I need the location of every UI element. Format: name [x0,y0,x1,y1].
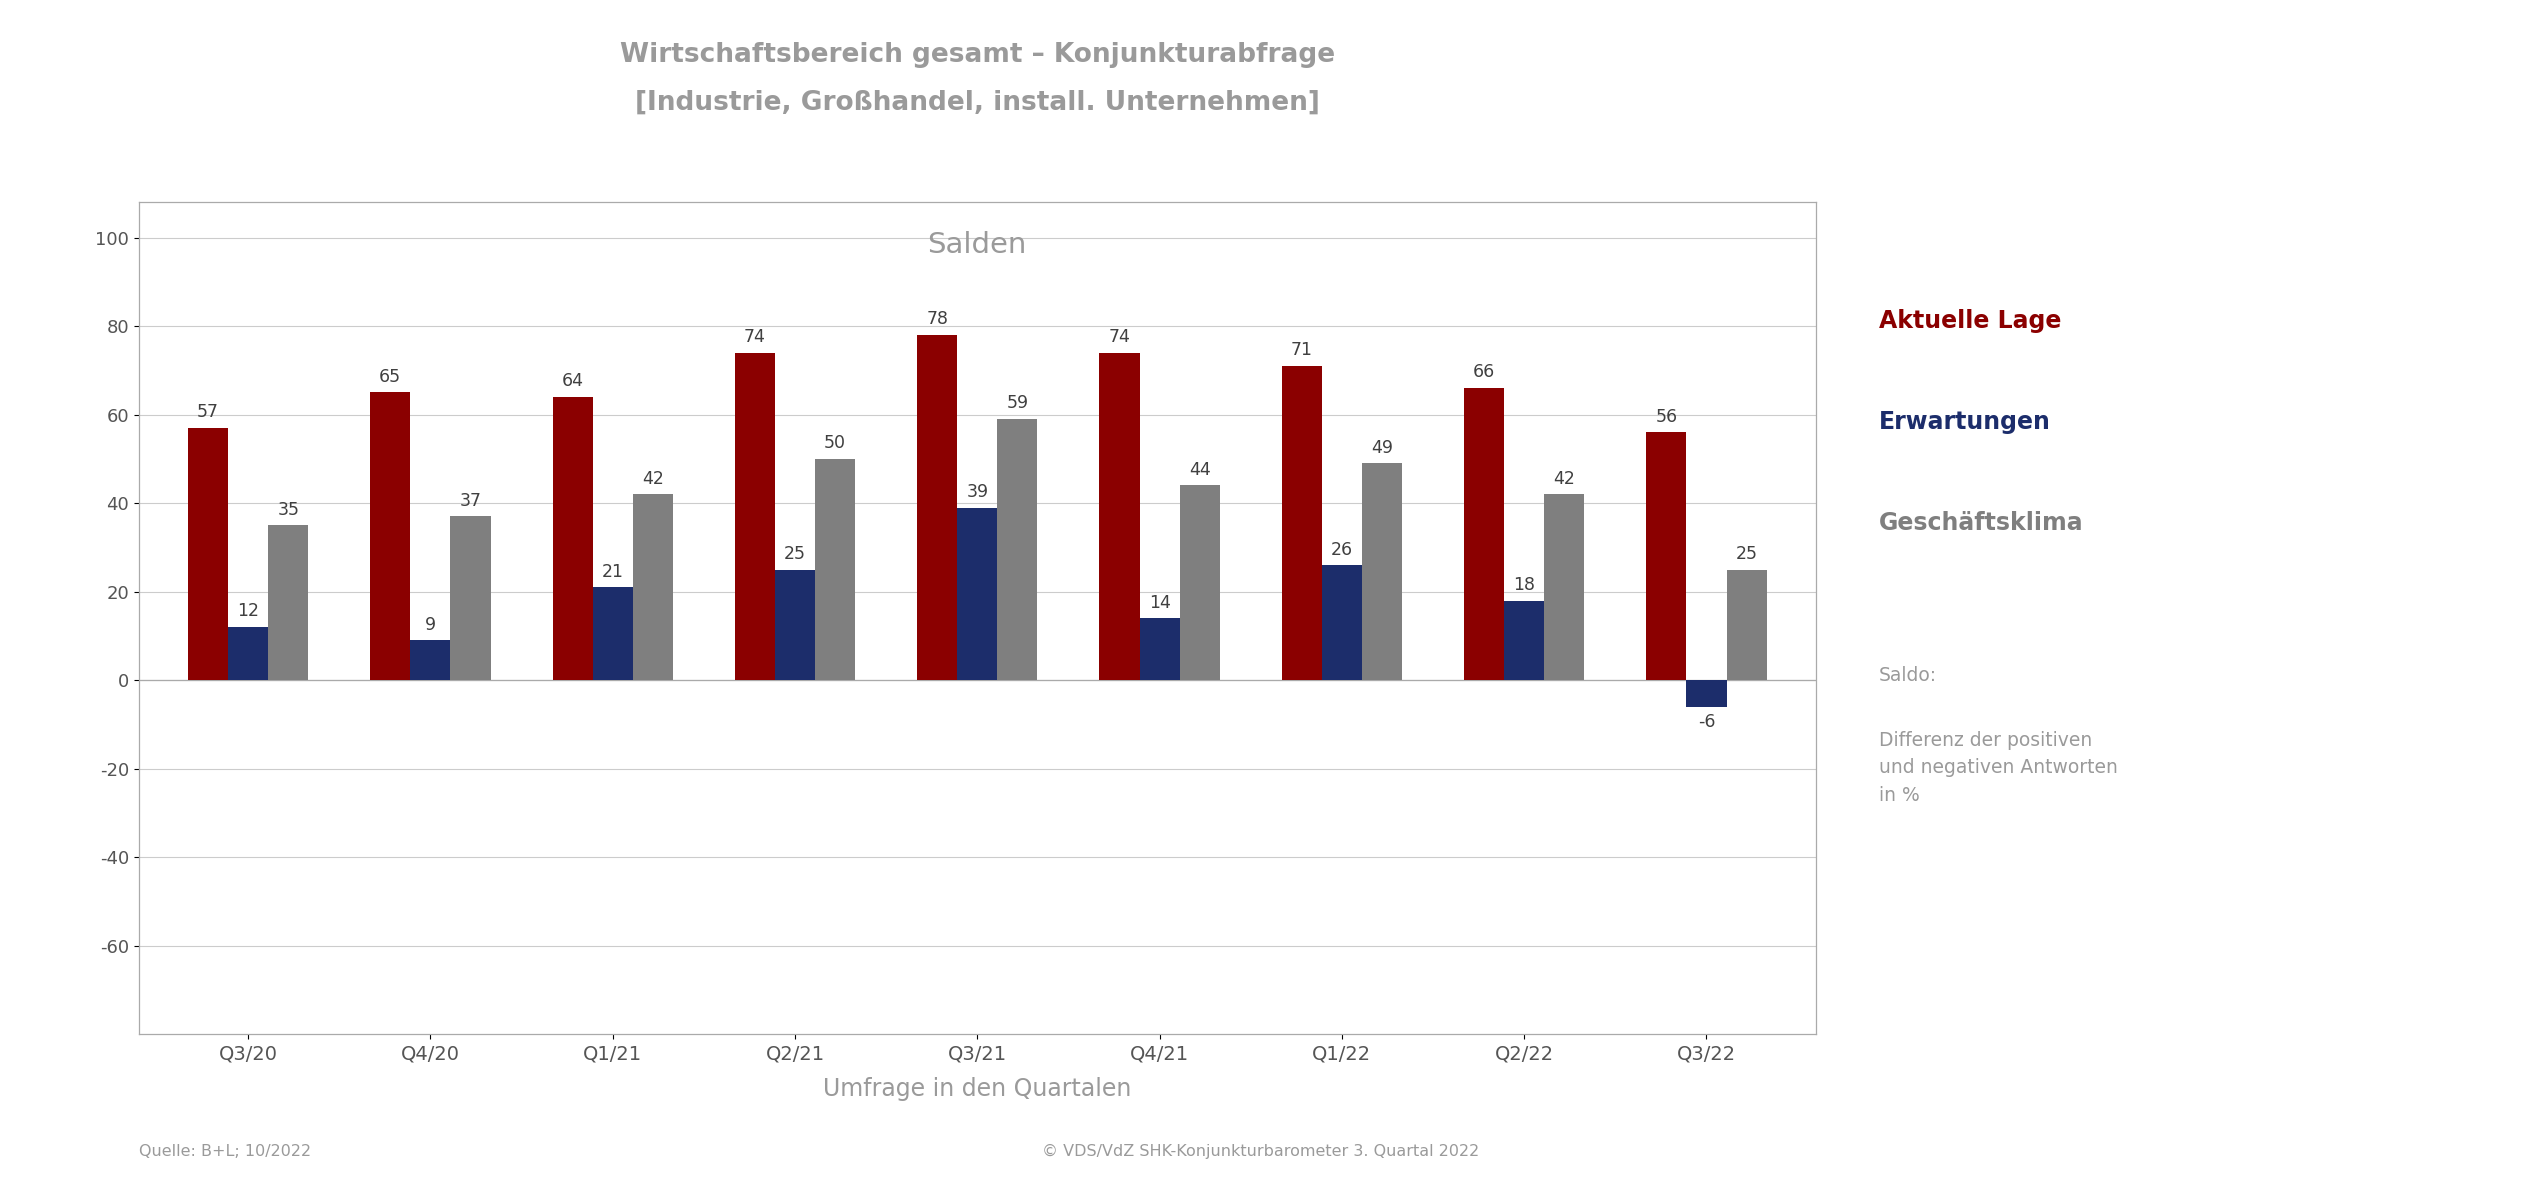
Text: Erwartungen: Erwartungen [1879,410,2050,434]
Bar [774,570,815,680]
Text: 59: 59 [1006,395,1029,413]
Bar [371,392,411,680]
Bar [1100,353,1140,680]
Bar [958,508,996,680]
Bar [1463,388,1503,680]
Text: 25: 25 [1735,545,1758,562]
Bar [734,353,774,680]
Bar [267,526,308,680]
Text: © VDS/VdZ SHK-Konjunkturbarometer 3. Quartal 2022: © VDS/VdZ SHK-Konjunkturbarometer 3. Qua… [1042,1144,1480,1159]
Text: 26: 26 [1332,541,1352,559]
Text: 74: 74 [744,328,767,346]
Text: 66: 66 [1473,364,1496,382]
Bar [227,627,267,680]
Text: 50: 50 [825,434,845,452]
Bar [1362,464,1402,680]
Text: Differenz der positiven
und negativen Antworten
in %: Differenz der positiven und negativen An… [1879,731,2118,805]
Text: 65: 65 [378,367,401,386]
Text: 49: 49 [1372,439,1392,457]
Text: 9: 9 [424,616,436,634]
Bar [552,397,593,680]
Bar [815,459,855,680]
Text: 44: 44 [1188,461,1211,479]
Text: 57: 57 [197,403,219,421]
Bar [411,641,451,680]
Text: Wirtschaftsbereich gesamt – Konjunkturabfrage: Wirtschaftsbereich gesamt – Konjunkturab… [620,42,1334,68]
Text: 71: 71 [1291,341,1314,359]
Text: 56: 56 [1654,408,1677,426]
Text: Geschäftsklima: Geschäftsklima [1879,511,2083,535]
Text: 14: 14 [1148,593,1170,611]
Text: 25: 25 [784,545,807,562]
Text: -6: -6 [1697,713,1715,731]
Bar [633,495,673,680]
Bar [1728,570,1765,680]
Text: Saldo:: Saldo: [1879,666,1937,685]
Bar [918,335,958,680]
Text: 74: 74 [1110,328,1130,346]
Text: 39: 39 [966,483,989,501]
Bar [1543,495,1584,680]
Bar [593,587,633,680]
Text: 12: 12 [237,603,260,621]
Bar [1503,600,1543,680]
Bar [1281,366,1322,680]
Text: 78: 78 [926,310,948,328]
Bar [1647,433,1687,680]
Bar [189,428,227,680]
Text: 18: 18 [1513,575,1536,594]
Text: Salden: Salden [928,232,1026,259]
Bar [1322,565,1362,680]
Bar [1180,485,1221,680]
Text: [Industrie, Großhandel, install. Unternehmen]: [Industrie, Großhandel, install. Unterne… [636,89,1319,115]
Bar [1140,618,1180,680]
Text: 64: 64 [562,372,583,390]
Text: 37: 37 [459,492,482,510]
Text: 42: 42 [643,470,663,487]
Bar [996,419,1037,680]
Bar [451,516,492,680]
Text: 42: 42 [1554,470,1576,487]
Text: 35: 35 [277,501,300,518]
Text: Aktuelle Lage: Aktuelle Lage [1879,309,2060,333]
Bar [1687,680,1728,706]
Text: Quelle: B+L; 10/2022: Quelle: B+L; 10/2022 [139,1144,310,1159]
Text: 21: 21 [603,562,623,580]
X-axis label: Umfrage in den Quartalen: Umfrage in den Quartalen [822,1077,1132,1101]
